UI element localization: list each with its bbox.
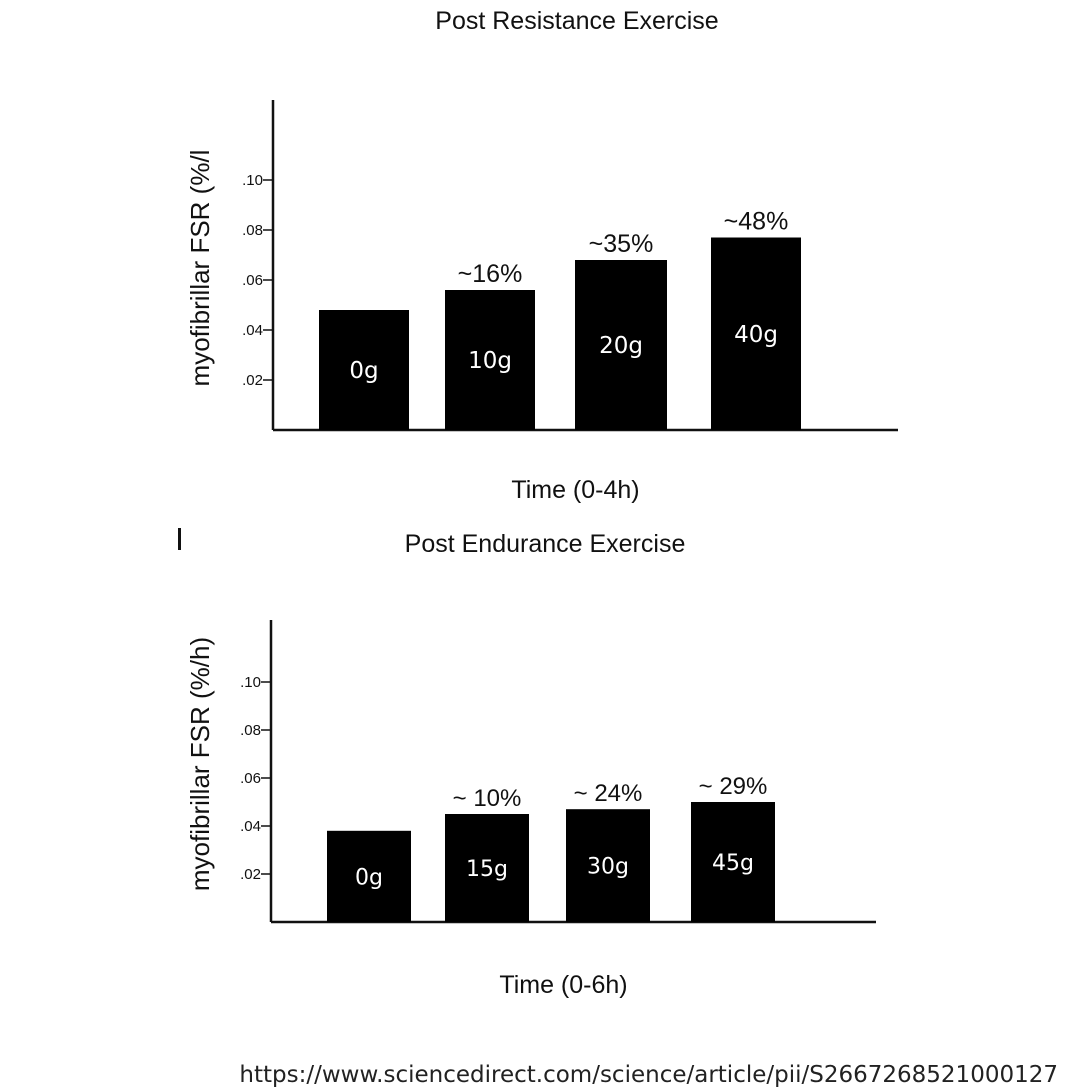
chart-1-bar-label: 20g <box>599 333 643 359</box>
stray-mark <box>178 528 181 550</box>
chart-1-x-axis-label: Time (0-4h) <box>511 476 639 504</box>
chart-2-bar-annotation: ~ 10% <box>453 785 522 812</box>
chart-1-bar-label: 40g <box>734 322 778 348</box>
chart-1-y-tick-label: .06 <box>242 272 263 289</box>
chart-2-y-tick-label: .04 <box>240 818 261 835</box>
chart-2-y-tick-label: .06 <box>240 770 261 787</box>
chart-2-y-axis-label: myofibrillar FSR (%/h) <box>185 637 215 891</box>
chart-2-bar-label: 45g <box>712 851 754 876</box>
chart-2-y-tick-label: .08 <box>240 722 261 739</box>
chart-1-bar-label: 10g <box>468 348 512 374</box>
chart-1-y-tick-label: .02 <box>242 372 263 389</box>
chart-2-title: Post Endurance Exercise <box>405 530 686 558</box>
chart-1-bar-label: 0g <box>349 358 378 384</box>
chart-2-bar-annotation: ~ 29% <box>699 773 768 800</box>
chart-1-y-tick-label: .10 <box>242 172 263 189</box>
chart-1-bar-annotation: ~35% <box>589 230 654 258</box>
source-url: https://www.sciencedirect.com/science/ar… <box>239 1062 1058 1088</box>
chart-2-bar-label: 15g <box>466 857 508 882</box>
chart-1-bar-annotation: ~16% <box>458 260 523 288</box>
chart-1-y-tick-label: .04 <box>242 322 263 339</box>
chart-2-x-axis-label: Time (0-6h) <box>499 971 627 999</box>
chart-2-y-tick-label: .02 <box>240 866 261 883</box>
chart-1-title: Post Resistance Exercise <box>435 7 718 35</box>
chart-1-y-axis-label: myofibrillar FSR (%/l <box>185 150 215 387</box>
chart-2-bar-label: 30g <box>587 855 629 880</box>
chart-2-bar-label: 0g <box>355 865 383 890</box>
chart-2-y-tick-label: .10 <box>240 674 261 691</box>
chart-2-bar-annotation: ~ 24% <box>574 780 643 807</box>
chart-1-bar-annotation: ~48% <box>724 208 789 236</box>
chart-1-y-tick-label: .08 <box>242 222 263 239</box>
